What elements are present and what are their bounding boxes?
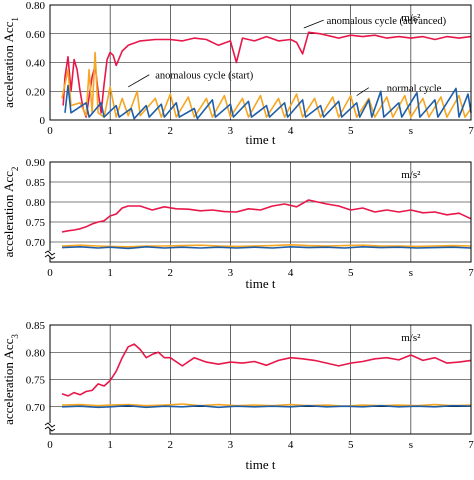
x-tick-label: 4 xyxy=(288,439,294,451)
y-axis-label-main: acceleration Acc xyxy=(1,338,16,424)
x-tick-label: 4 xyxy=(288,125,294,137)
annotation-label: anomalous cycle (start) xyxy=(155,71,253,82)
series-line-advanced xyxy=(61,343,472,397)
x-tick-label: 2 xyxy=(168,125,174,137)
y-axis-label-subscript: 1 xyxy=(10,17,20,22)
axis-break-mark xyxy=(44,250,56,256)
x-tick-label: s xyxy=(409,125,413,137)
x-tick-label: 0 xyxy=(47,267,53,279)
x-tick-label: 7 xyxy=(468,125,474,137)
plot-frame xyxy=(49,324,472,435)
y-tick-label: 0.85 xyxy=(26,177,46,189)
series-line-start xyxy=(61,403,472,408)
axis-break-gap xyxy=(45,251,55,257)
series-line-normal xyxy=(61,404,472,409)
x-tick-label: 5 xyxy=(348,439,354,451)
y-axis-label: acceleration Acc3 xyxy=(1,334,20,425)
annotation-arrow xyxy=(127,74,150,88)
y-axis-label: acceleration Acc2 xyxy=(1,167,20,258)
y-axis-label-subscript: 2 xyxy=(10,167,20,172)
plot-frame xyxy=(49,161,472,263)
y-axis-label-main: acceleration Acc xyxy=(1,21,16,107)
x-tick-label: 2 xyxy=(168,267,174,279)
y-axis-label-main: acceleration Acc xyxy=(1,171,16,257)
series-line-start xyxy=(61,244,472,248)
chart-panel-3: 0.70 0.75 0.80 0.85 0 1 2 3 4 5 s 7 time t m/s² accele… xyxy=(1,320,474,472)
plot-frame xyxy=(49,4,472,121)
x-tick-label: 0 xyxy=(47,125,53,137)
x-axis-label: time t xyxy=(246,132,276,147)
annotation-arrow xyxy=(356,87,369,96)
series-line-start xyxy=(61,51,472,118)
x-tick-label: 4 xyxy=(288,267,294,279)
x-tick-label: 5 xyxy=(348,267,354,279)
unit-label: m/s² xyxy=(401,12,421,24)
x-tick-label: 3 xyxy=(228,125,234,137)
x-axis-label: time t xyxy=(246,276,276,291)
x-tick-label: 1 xyxy=(107,125,113,137)
y-tick-label: 0.60 xyxy=(26,29,46,41)
y-tick-label: 0.70 xyxy=(26,402,46,414)
y-tick-label: 0.75 xyxy=(26,217,46,229)
y-tick-label: 0.80 xyxy=(26,0,46,12)
x-tick-label: 3 xyxy=(228,267,234,279)
y-tick-label: 0 xyxy=(40,115,46,127)
x-tick-label: 1 xyxy=(107,267,113,279)
y-tick-label: 0.80 xyxy=(26,347,46,359)
y-tick-label: 0.85 xyxy=(26,320,46,332)
unit-label: m/s² xyxy=(401,169,421,181)
axis-break-mark xyxy=(44,426,56,432)
axis-break-mark xyxy=(44,422,56,428)
chart-panel-2: 0.70 0.75 0.80 0.85 0.90 0 1 2 3 4 5 s 7 time t m/s² ac… xyxy=(1,157,474,291)
x-tick-label: 7 xyxy=(468,439,474,451)
y-tick-label: 0.20 xyxy=(26,86,46,98)
y-tick-label: 0.80 xyxy=(26,197,46,209)
x-tick-label: 1 xyxy=(107,439,113,451)
x-tick-label: 5 xyxy=(348,125,354,137)
axis-break-gap xyxy=(45,423,55,429)
unit-label: m/s² xyxy=(401,332,421,344)
x-tick-label: 2 xyxy=(168,439,174,451)
x-tick-label: s xyxy=(409,267,413,279)
x-tick-label: s xyxy=(409,439,413,451)
x-tick-label: 0 xyxy=(47,439,53,451)
y-tick-label: 0.75 xyxy=(26,375,46,387)
x-axis-label: time t xyxy=(246,457,276,472)
annotation-label: normal cycle xyxy=(387,84,442,95)
x-tick-label: 3 xyxy=(228,439,234,451)
y-axis-label-subscript: 3 xyxy=(10,334,20,339)
series-line-normal xyxy=(61,246,472,250)
x-tick-label: 7 xyxy=(468,267,474,279)
annotation-arrow xyxy=(303,19,324,29)
series-line-advanced xyxy=(61,199,472,233)
y-axis-label: acceleration Acc1 xyxy=(1,17,20,108)
y-tick-label: 0.90 xyxy=(26,157,46,169)
y-tick-label: 0.70 xyxy=(26,237,46,249)
series-line-normal xyxy=(64,84,472,120)
y-tick-label: 0.40 xyxy=(26,58,46,70)
axis-break-mark xyxy=(44,254,56,260)
annotation-label: anomalous cycle (advanced) xyxy=(327,16,447,27)
chart-panel-1: 0 0.20 0.40 0.60 0.80 0 1 2 3 4 5 s 7 time t m/s² accel… xyxy=(1,0,474,147)
